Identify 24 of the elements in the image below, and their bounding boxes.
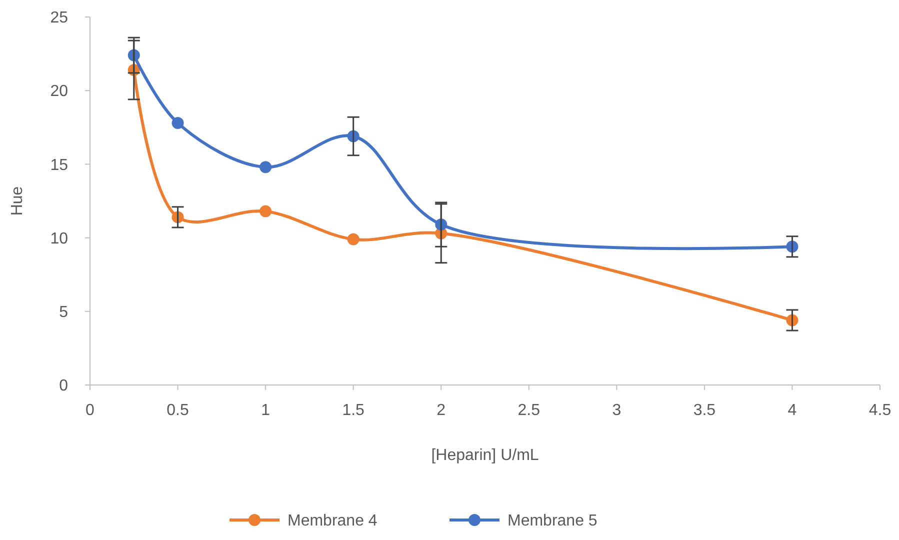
x-tick-label: 1 xyxy=(261,402,270,419)
x-tick-label: 0 xyxy=(86,402,95,419)
x-tick-label: 3.5 xyxy=(693,402,716,419)
y-tick-label: 15 xyxy=(50,156,68,174)
legend-label: Membrane 5 xyxy=(508,512,598,530)
x-tick-label: 2 xyxy=(436,402,446,419)
x-tick-label: 2.5 xyxy=(518,402,540,419)
point xyxy=(172,116,184,129)
x-tick-label: 3 xyxy=(612,402,622,419)
y-tick-label: 25 xyxy=(50,10,68,27)
x-axis-title: [Heparin] U/mL xyxy=(431,447,539,464)
y-tick-label: 10 xyxy=(50,230,68,248)
point xyxy=(347,233,360,246)
x-tick-label: 4 xyxy=(788,402,797,419)
point xyxy=(260,205,272,218)
y-tick-label: 0 xyxy=(59,378,68,395)
y-tick-label: 20 xyxy=(50,83,68,100)
x-tick-label: 0.5 xyxy=(166,402,189,419)
x-tick-label: 1.5 xyxy=(342,402,365,419)
y-tick-label: 5 xyxy=(59,304,68,321)
x-tick-label: 4.5 xyxy=(868,402,892,419)
legend-label: Membrane 4 xyxy=(288,512,378,530)
point xyxy=(260,161,272,174)
y-axis-title: Hue xyxy=(9,186,26,216)
